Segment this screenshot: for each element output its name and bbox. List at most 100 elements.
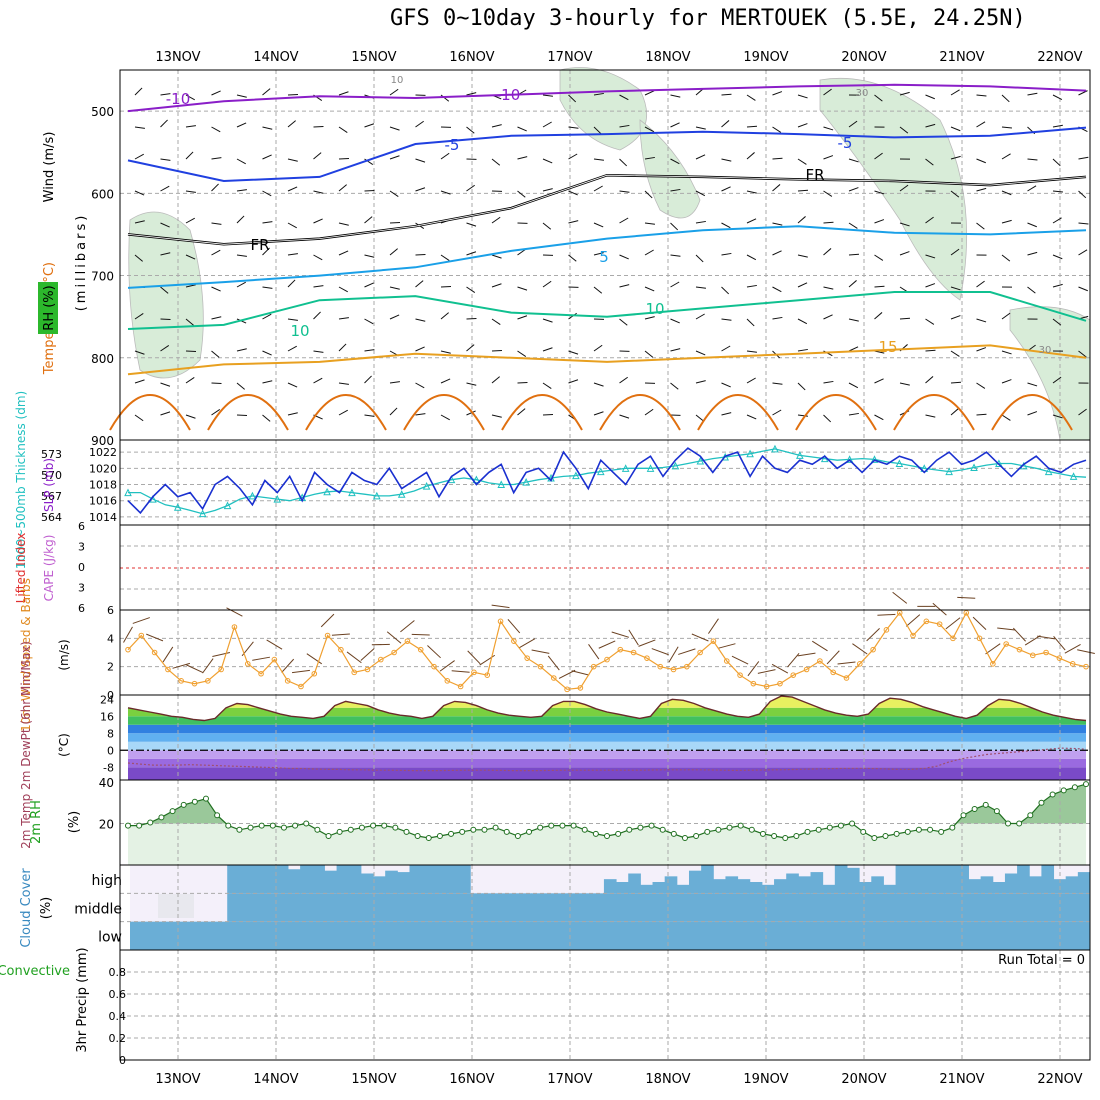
wind10-line: [127, 611, 1087, 690]
wind-barb: [211, 350, 220, 358]
cloud-high-bar: [409, 865, 423, 894]
wind-barb: [517, 126, 527, 132]
wind-barb: [211, 126, 221, 133]
rh-point: [280, 824, 287, 831]
wind-barb: [1052, 190, 1063, 193]
wind10-point: [550, 675, 557, 681]
bottom-date-label: 20NOV: [841, 1072, 886, 1087]
wind-barb: [491, 376, 500, 384]
cloud-mid-bar: [1017, 893, 1030, 922]
lifted-index-label: Lifted Index: [14, 533, 28, 604]
wind-barb: [1078, 90, 1088, 96]
wind10-point: [457, 683, 464, 690]
wind-barb: [721, 412, 732, 416]
wind-barb: [134, 190, 145, 196]
rh-point: [125, 822, 131, 829]
wind-barb: [874, 152, 883, 160]
cloud-high-bar: [798, 876, 812, 894]
wind-barb: [287, 345, 297, 352]
rh-point: [615, 830, 622, 837]
wind-barb: [211, 382, 222, 385]
temp-tick-label: -8: [103, 761, 114, 774]
wind-barb: [364, 189, 375, 192]
temp-tick-label: 0: [107, 744, 114, 757]
wind10-point: [258, 670, 264, 677]
wind10-point: [990, 661, 996, 667]
rh-point: [514, 832, 521, 839]
wind-barb: [491, 216, 501, 224]
wind-barb: [899, 91, 910, 96]
cloud-high-bar: [445, 865, 459, 894]
wind-barb: [976, 413, 987, 416]
wind-barb: [593, 158, 604, 161]
wind10-point: [378, 656, 384, 663]
wind-barb: [185, 190, 196, 193]
wind10-barb: [186, 664, 203, 673]
bottom-date-label: 19NOV: [743, 1072, 788, 1087]
wind10-point: [670, 666, 677, 673]
rh-point: [1071, 784, 1078, 791]
wind-barb: [415, 346, 425, 352]
slp-axis-label: SLP (mb): [42, 458, 56, 512]
wind10-barb: [852, 643, 868, 655]
rh-legend-swatch: [38, 282, 58, 334]
rh-point: [882, 832, 889, 839]
rh-point: [793, 832, 800, 839]
wind10-barb: [787, 652, 800, 668]
wind-barb: [823, 314, 833, 320]
wind-barb: [670, 222, 679, 231]
wind-barb: [772, 91, 783, 96]
wind-barb: [797, 94, 808, 99]
wind10-point: [1056, 655, 1063, 661]
rh-shading: [819, 77, 968, 301]
wind-barb: [746, 414, 757, 420]
wind-barb: [1078, 156, 1089, 160]
wind-barb: [338, 222, 349, 226]
wind-barb: [772, 316, 783, 320]
cloud-high-bar: [919, 865, 933, 894]
wind10-point: [484, 672, 491, 678]
cloud-high-bar: [458, 865, 471, 894]
wind-barb: [160, 318, 171, 321]
wind-barb: [313, 190, 324, 194]
wind10-point: [298, 683, 304, 690]
wind10-point: [790, 672, 797, 678]
wind10-barb: [132, 617, 150, 624]
temp2m-axis-label: 2m Temp 2m DewPt (6hr Min/Max): [19, 641, 33, 849]
cloud-mid-bar: [227, 893, 240, 922]
thickness-tick-label: 570: [41, 469, 62, 482]
contour-label: 15: [878, 338, 897, 356]
rh-point: [191, 798, 198, 805]
wind-barb: [236, 158, 246, 165]
contour-label: 5: [599, 248, 609, 266]
wind-barb: [644, 316, 655, 320]
rh-axis-label: RH (%): [42, 285, 57, 330]
wind10-barb: [212, 651, 231, 658]
cloud-mid-bar: [652, 893, 666, 922]
wind-barb: [313, 218, 323, 224]
wind-barb: [134, 220, 145, 224]
wind10-barb: [628, 629, 639, 646]
wind-barb: [211, 286, 221, 292]
rh-point: [648, 822, 655, 829]
wind10-barb: [547, 655, 560, 671]
wind-barb: [797, 414, 808, 417]
cloud-mid-bar: [458, 893, 471, 922]
wind-barb: [925, 158, 934, 166]
temp-tick-label: 16: [100, 710, 114, 723]
cloud-mid-bar: [1077, 893, 1091, 922]
wind10-barb: [651, 648, 669, 656]
cloud-mid-bar: [348, 893, 362, 922]
wind-barb: [695, 380, 706, 384]
thickness-marker: [596, 467, 605, 476]
isotherm-arc: [795, 394, 877, 431]
wind-barb: [364, 123, 375, 128]
y-tick-label: 700: [91, 270, 114, 284]
rh-point: [737, 822, 744, 829]
cloud-mid-bar: [761, 893, 775, 922]
temp-band: [128, 716, 1086, 725]
wind-barb: [619, 376, 628, 384]
cloud-mid-bar: [360, 893, 374, 922]
wind-barb: [899, 184, 909, 192]
cloud-mid-bar: [543, 893, 556, 922]
